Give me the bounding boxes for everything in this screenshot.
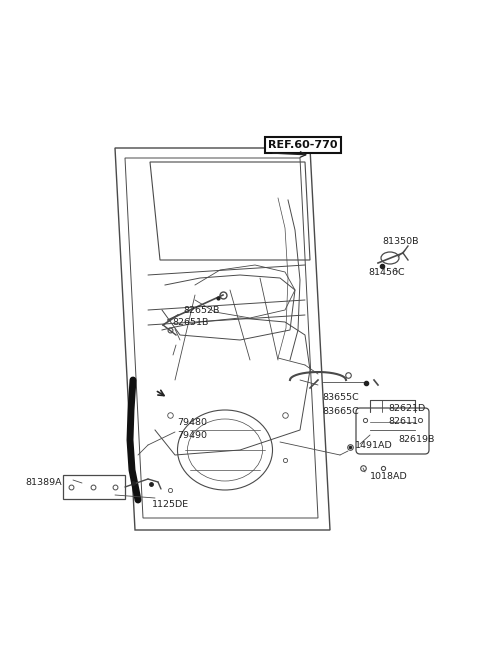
Text: 79490: 79490 [177,431,207,440]
Text: 81389A: 81389A [25,478,61,487]
Text: 81456C: 81456C [368,268,405,277]
Text: 1125DE: 1125DE [152,500,189,509]
Text: 82619B: 82619B [398,435,434,444]
Bar [63,475,125,499]
Text: 82651B: 82651B [172,318,208,327]
Text: 82621D: 82621D [388,404,425,413]
Text: 81350B: 81350B [382,237,419,246]
Text: 1018AD: 1018AD [370,472,408,481]
Text: REF.60-770: REF.60-770 [268,140,337,150]
Text: 83655C: 83655C [322,393,359,402]
Text: 82611: 82611 [388,417,418,426]
Text: 83665C: 83665C [322,407,359,416]
Text: 79480: 79480 [177,418,207,427]
Text: 1491AD: 1491AD [355,441,393,450]
Text: 82652B: 82652B [183,306,219,315]
